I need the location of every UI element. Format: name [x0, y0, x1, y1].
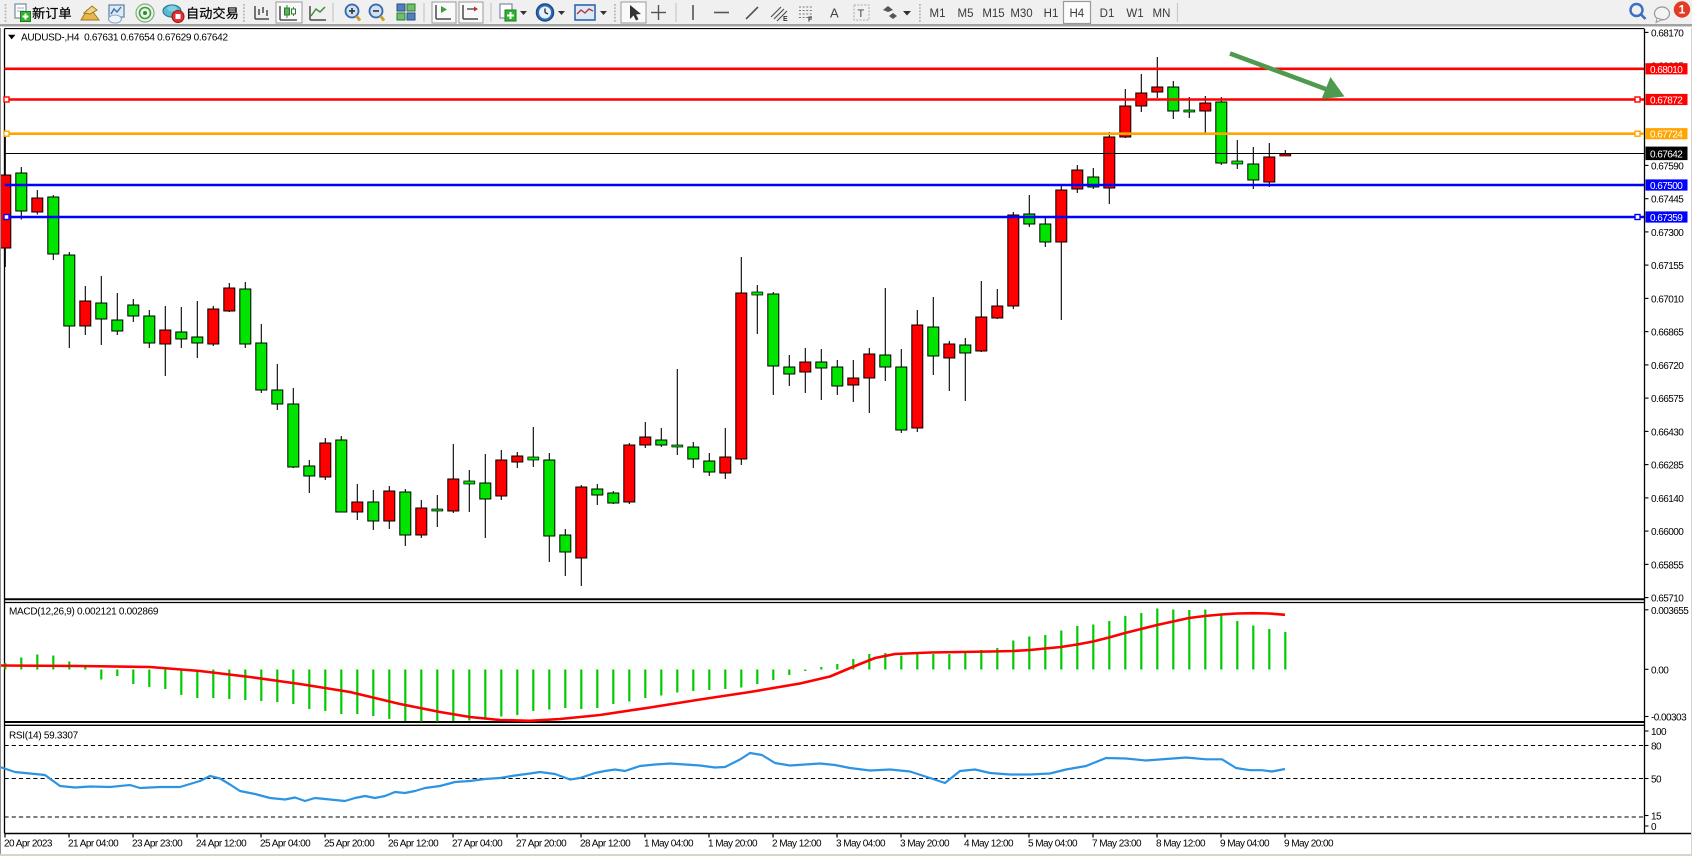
- svg-text:100: 100: [1651, 727, 1667, 738]
- svg-text:21 Apr 04:00: 21 Apr 04:00: [68, 839, 119, 850]
- svg-text:25 Apr 04:00: 25 Apr 04:00: [260, 839, 311, 850]
- svg-text:F: F: [808, 17, 813, 24]
- svg-text:A: A: [830, 6, 839, 21]
- svg-text:M30: M30: [1010, 8, 1032, 20]
- svg-text:0.66865: 0.66865: [1651, 328, 1684, 339]
- svg-text:0.66285: 0.66285: [1651, 461, 1684, 472]
- svg-text:MN: MN: [1153, 8, 1171, 20]
- svg-text:0.67724: 0.67724: [1650, 130, 1683, 141]
- svg-text:4 May 12:00: 4 May 12:00: [964, 839, 1014, 850]
- svg-text:0.65855: 0.65855: [1651, 560, 1684, 571]
- svg-text:0.67359: 0.67359: [1650, 213, 1683, 224]
- svg-text:D1: D1: [1100, 8, 1115, 20]
- svg-text:3 May 20:00: 3 May 20:00: [900, 839, 950, 850]
- svg-text:26 Apr 12:00: 26 Apr 12:00: [388, 839, 439, 850]
- svg-text:24 Apr 12:00: 24 Apr 12:00: [196, 839, 247, 850]
- svg-text:0.66140: 0.66140: [1651, 494, 1684, 505]
- svg-text:0.65710: 0.65710: [1651, 594, 1684, 605]
- svg-text:23 Apr 23:00: 23 Apr 23:00: [132, 839, 183, 850]
- svg-text:15: 15: [1651, 812, 1662, 823]
- svg-text:9 May 04:00: 9 May 04:00: [1220, 839, 1270, 850]
- svg-text:5 May 04:00: 5 May 04:00: [1028, 839, 1078, 850]
- svg-text:0.67590: 0.67590: [1651, 161, 1684, 172]
- svg-text:MACD(12,26,9) 0.002121 0.00286: MACD(12,26,9) 0.002121 0.002869: [9, 607, 159, 618]
- svg-text:3 May 04:00: 3 May 04:00: [836, 839, 886, 850]
- svg-text:0.68010: 0.68010: [1650, 65, 1683, 76]
- svg-text:0.68170: 0.68170: [1651, 28, 1684, 39]
- svg-text:M5: M5: [958, 8, 974, 20]
- svg-text:0: 0: [1651, 822, 1657, 833]
- svg-text:0.003655: 0.003655: [1651, 606, 1689, 617]
- svg-text:2 May 12:00: 2 May 12:00: [772, 839, 822, 850]
- svg-text:80: 80: [1651, 742, 1662, 753]
- svg-text:0.67300: 0.67300: [1651, 228, 1684, 239]
- svg-text:W1: W1: [1126, 8, 1143, 20]
- svg-text:1 May 20:00: 1 May 20:00: [708, 839, 758, 850]
- svg-text:28 Apr 12:00: 28 Apr 12:00: [580, 839, 631, 850]
- svg-text:0.66720: 0.66720: [1651, 361, 1684, 372]
- svg-text:M15: M15: [982, 8, 1004, 20]
- svg-text:50: 50: [1651, 775, 1662, 786]
- svg-text:0.66430: 0.66430: [1651, 427, 1684, 438]
- svg-text:27 Apr 04:00: 27 Apr 04:00: [452, 839, 503, 850]
- svg-text:25 Apr 20:00: 25 Apr 20:00: [324, 839, 375, 850]
- svg-text:0.00: 0.00: [1651, 665, 1669, 676]
- svg-text:9 May 20:00: 9 May 20:00: [1284, 839, 1334, 850]
- svg-text:RSI(14) 59.3307: RSI(14) 59.3307: [9, 731, 79, 742]
- svg-text:0.66575: 0.66575: [1651, 394, 1684, 405]
- svg-text:H1: H1: [1044, 8, 1059, 20]
- svg-text:-0.00303: -0.00303: [1651, 713, 1687, 724]
- svg-text:AUDUSD-,H4 0.67631 0.67654 0.: AUDUSD-,H4 0.67631 0.67654 0.67629 0.676…: [21, 33, 228, 44]
- svg-text:0.66000: 0.66000: [1651, 527, 1684, 538]
- svg-text:7 May 23:00: 7 May 23:00: [1092, 839, 1142, 850]
- svg-text:T: T: [858, 8, 865, 20]
- svg-text:H4: H4: [1069, 8, 1084, 20]
- svg-text:1 May 04:00: 1 May 04:00: [644, 839, 694, 850]
- svg-text:20 Apr 2023: 20 Apr 2023: [4, 839, 53, 850]
- svg-text:E: E: [783, 16, 788, 23]
- svg-text:8 May 12:00: 8 May 12:00: [1156, 839, 1206, 850]
- svg-text:0.67500: 0.67500: [1650, 181, 1683, 192]
- svg-text:M1: M1: [930, 8, 946, 20]
- svg-text:0.67010: 0.67010: [1651, 294, 1684, 305]
- svg-text:27 Apr 20:00: 27 Apr 20:00: [516, 839, 567, 850]
- svg-text:0.67642: 0.67642: [1650, 149, 1683, 160]
- svg-text:0.67445: 0.67445: [1651, 195, 1684, 206]
- svg-text:0.67155: 0.67155: [1651, 261, 1684, 272]
- svg-text:0.67872: 0.67872: [1650, 96, 1683, 107]
- svg-text:1: 1: [1679, 3, 1686, 17]
